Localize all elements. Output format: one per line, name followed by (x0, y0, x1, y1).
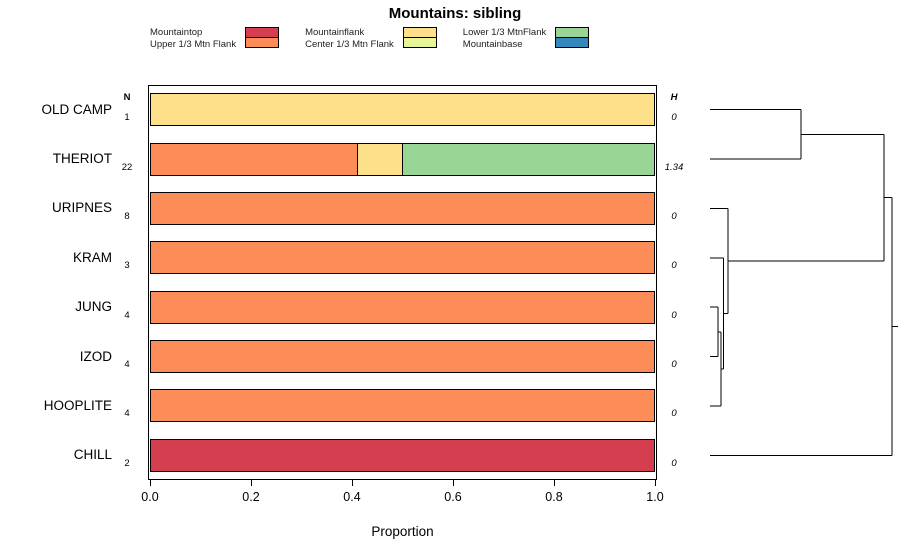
stacked-bar (150, 438, 655, 472)
bar-segment (151, 242, 654, 274)
n-column-header: N (123, 92, 131, 103)
legend-swatch-stack (555, 27, 590, 48)
legend-label: Mountainflank (305, 27, 365, 38)
bar-segment (402, 143, 654, 175)
legend-group: Mountainflank Center 1/3 Mtn Flank (305, 27, 437, 50)
stacked-bar (150, 93, 655, 127)
x-tick (453, 480, 454, 486)
bar-segment (151, 439, 654, 471)
legend-labels: Lower 1/3 MtnFlank Mountainbase (463, 27, 546, 50)
x-axis-label: Proportion (371, 524, 434, 539)
legend-swatch (402, 37, 437, 48)
row-label: IZOD (79, 348, 112, 364)
bar-segment (151, 192, 654, 224)
legend-labels: Mountainflank Center 1/3 Mtn Flank (305, 27, 394, 50)
plot-area (148, 85, 657, 480)
legend-label: Mountainbase (462, 38, 523, 50)
x-tick-label: 0.0 (141, 490, 159, 504)
x-tick (655, 480, 656, 486)
row-label: THERIOT (52, 151, 112, 167)
bar-segment (151, 291, 654, 323)
x-tick-label: 0.6 (444, 490, 462, 504)
legend-swatch (555, 37, 590, 48)
x-tick-label: 0.8 (545, 490, 563, 504)
legend: Mountaintop Upper 1/3 Mtn Flank Mountainfl… (150, 27, 615, 50)
bar-segment (151, 341, 654, 373)
x-tick-label: 0.4 (343, 490, 361, 504)
n-value: 2 (124, 457, 130, 469)
bar-segment (151, 94, 654, 126)
bar-segment (151, 390, 654, 422)
h-value: 0 (671, 309, 677, 321)
x-tick (150, 480, 151, 486)
row-label: JUNG (75, 299, 112, 315)
row-label: OLD CAMP (41, 101, 112, 117)
stacked-bar (150, 191, 655, 225)
n-value: 22 (121, 161, 133, 173)
dendrogram (710, 109, 898, 456)
bar-segment (151, 143, 357, 175)
stacked-bar (150, 241, 655, 275)
h-value: 0 (671, 408, 677, 420)
x-tick (554, 480, 555, 486)
row-label: HOOPLITE (43, 397, 112, 413)
stacked-bar (150, 290, 655, 324)
n-value: 4 (124, 408, 130, 420)
h-column-header: H (670, 92, 678, 103)
x-tick-label: 0.2 (242, 490, 260, 504)
h-value: 0 (671, 359, 677, 371)
bar-segment (357, 143, 402, 175)
legend-label: Lower 1/3 MtnFlank (462, 27, 547, 38)
stacked-bar (150, 389, 655, 423)
legend-group: Lower 1/3 MtnFlank Mountainbase (463, 27, 590, 50)
n-value: 4 (124, 359, 130, 371)
legend-swatch (245, 37, 280, 48)
n-value: 4 (124, 309, 130, 321)
stacked-bar (150, 340, 655, 374)
x-tick (352, 480, 353, 486)
n-value: 1 (124, 112, 130, 124)
row-label: KRAM (72, 249, 112, 265)
h-value: 0 (671, 210, 677, 222)
legend-swatch-stack (402, 27, 437, 48)
legend-labels: Mountaintop Upper 1/3 Mtn Flank (150, 27, 236, 50)
h-value: 0 (671, 260, 677, 272)
h-value: 1.34 (664, 161, 684, 173)
row-label: URIPNES (51, 200, 112, 216)
n-value: 3 (124, 260, 130, 272)
x-tick (251, 480, 252, 486)
stacked-bar (150, 142, 655, 176)
h-value: 0 (671, 457, 677, 469)
legend-label: Upper 1/3 Mtn Flank (150, 38, 237, 50)
n-value: 8 (124, 210, 130, 222)
x-tick-label: 1.0 (646, 490, 664, 504)
legend-group: Mountaintop Upper 1/3 Mtn Flank (150, 27, 280, 50)
legend-swatch-stack (245, 27, 280, 48)
legend-label: Mountaintop (150, 27, 203, 38)
h-value: 0 (671, 112, 677, 124)
row-label: CHILL (73, 447, 112, 463)
chart-title: Mountains: sibling (388, 5, 522, 22)
legend-label: Center 1/3 Mtn Flank (305, 38, 394, 50)
